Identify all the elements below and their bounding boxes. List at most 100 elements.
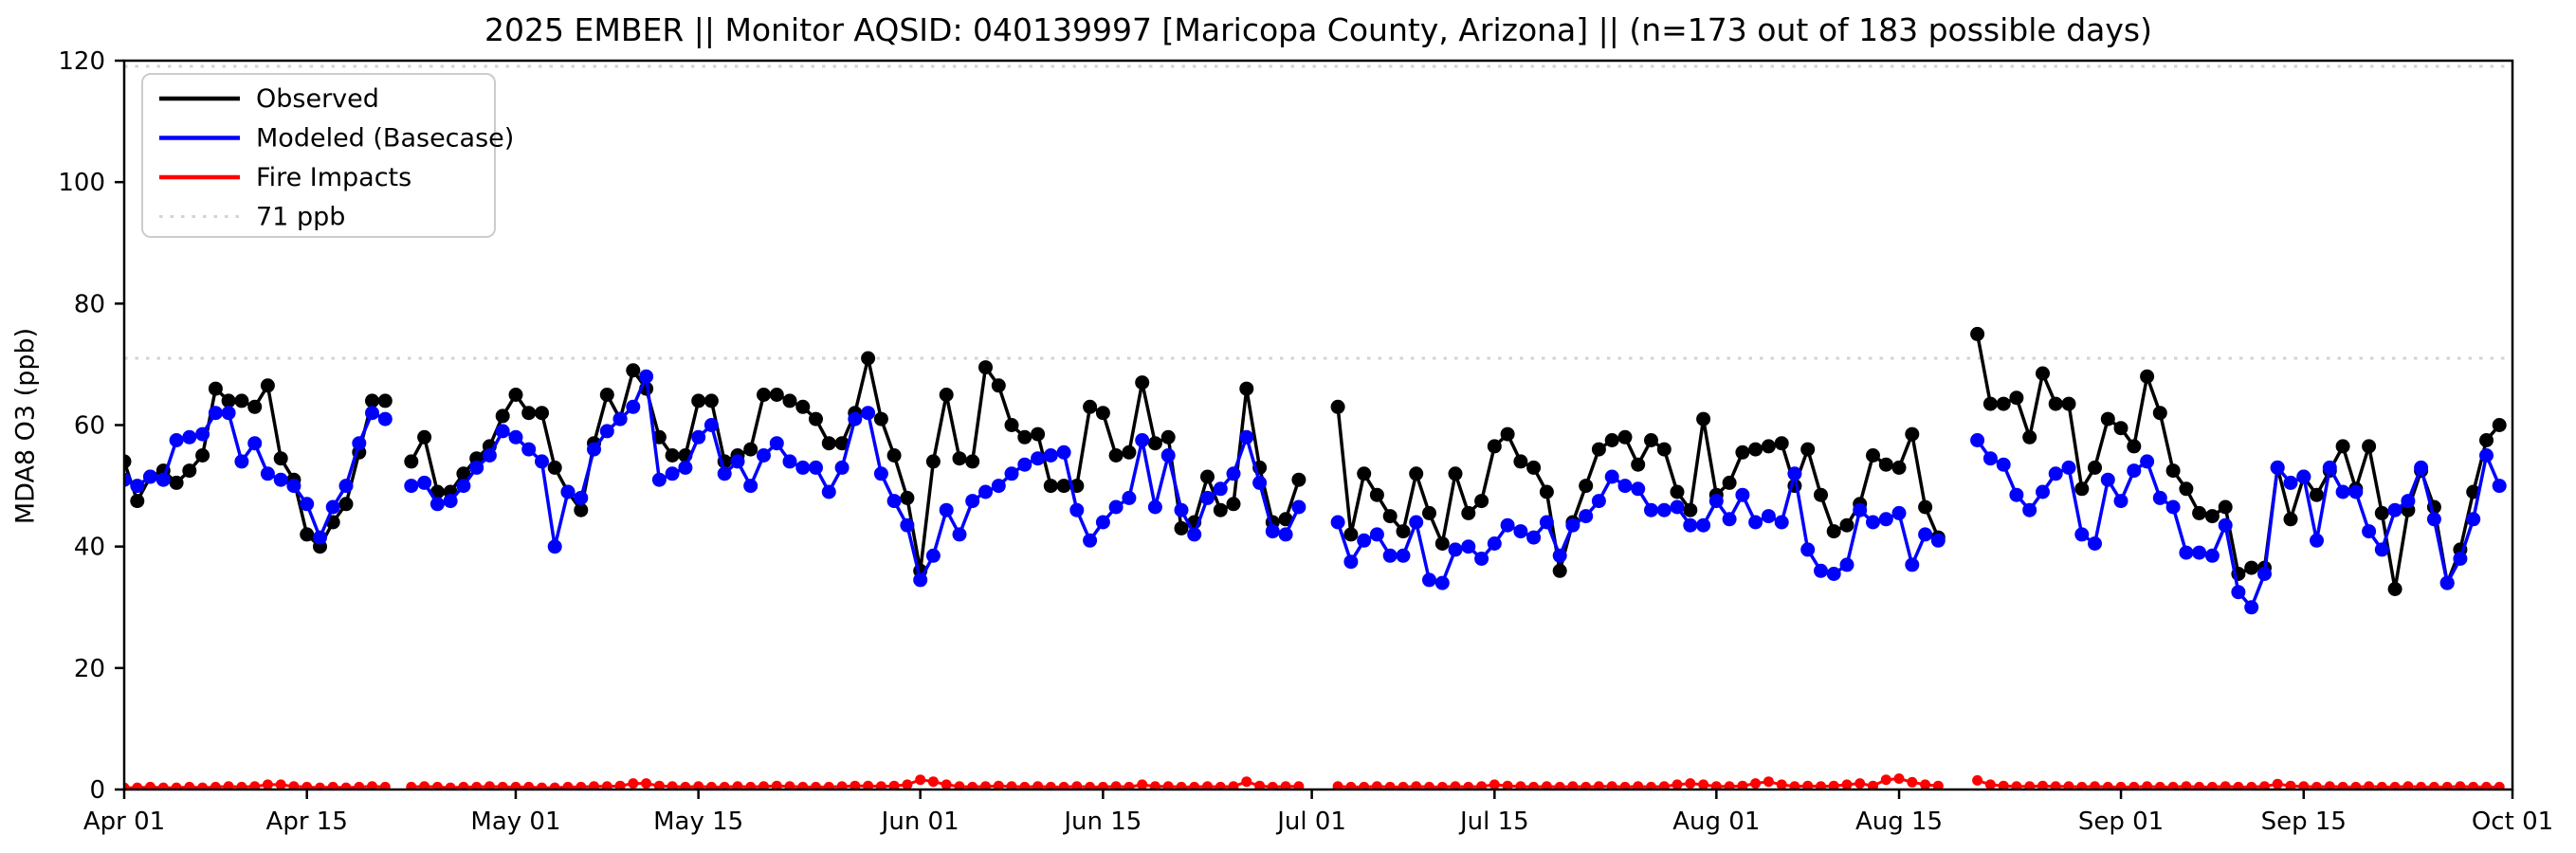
modeled-basecase--point (1853, 502, 1868, 517)
observed-point (2100, 411, 2115, 426)
fire-impacts-point (2481, 781, 2492, 790)
fire-impacts-point (1398, 781, 1409, 790)
modeled-basecase--point (782, 454, 797, 469)
modeled-basecase--point (2179, 545, 2194, 560)
fire-impacts-point (1085, 781, 1096, 790)
modeled-basecase--point (195, 426, 210, 442)
fire-impacts-point (758, 781, 769, 790)
observed-point (1539, 484, 1554, 499)
modeled-basecase--point (743, 479, 758, 494)
modeled-basecase--point (1095, 515, 1110, 530)
modeled-basecase--point (1839, 557, 1854, 572)
modeled-basecase--point (678, 460, 693, 475)
fire-impacts-point (1097, 781, 1108, 790)
modeled-basecase--point (1787, 466, 1802, 481)
modeled-basecase--point (547, 539, 562, 554)
fire-impacts-point (705, 781, 717, 790)
y-tick-label: 20 (74, 655, 105, 683)
fire-impacts-point (1658, 781, 1670, 790)
modeled-basecase--point (2348, 484, 2364, 499)
observed-point (2074, 481, 2090, 497)
modeled-basecase--point (1004, 466, 1019, 481)
modeled-basecase--point (1474, 552, 1489, 566)
observed-point (2140, 369, 2155, 384)
fire-impacts-point (2102, 781, 2113, 790)
observed-point (1487, 439, 1502, 454)
fire-impacts-point (2090, 781, 2100, 790)
fire-impacts-point (2050, 781, 2061, 790)
modeled-basecase--point (535, 454, 549, 469)
observed-point (965, 454, 980, 469)
fire-impacts-point (379, 781, 391, 790)
observed-point (1722, 475, 1737, 490)
observed-point (1382, 509, 1398, 524)
fire-impacts-point (2468, 781, 2479, 790)
fire-impacts-point (327, 781, 338, 790)
fire-impacts-point (340, 782, 352, 790)
observed-point (743, 442, 758, 457)
fire-impacts-point (2063, 781, 2074, 790)
modeled-basecase--point (2439, 575, 2455, 590)
fire-impacts-point (784, 781, 795, 790)
modeled-basecase--point (2088, 536, 2102, 551)
fire-impacts-point (354, 781, 365, 790)
modeled-basecase--point (691, 429, 706, 445)
fire-impacts-point (1149, 781, 1160, 790)
observed-point (273, 451, 288, 466)
fire-impacts-point (2167, 781, 2179, 790)
legend-label-observed: Observed (256, 84, 379, 114)
modeled-basecase--point (639, 369, 654, 384)
fire-impacts-point (1685, 778, 1696, 789)
observed-point (124, 454, 132, 469)
observed-point (1748, 442, 1763, 457)
observed-point (782, 393, 797, 408)
fire-impacts-point (1698, 779, 1709, 790)
fire-impacts-point (1880, 774, 1891, 786)
observed-point (1448, 466, 1463, 481)
x-tick-label: Jun 15 (1062, 808, 1142, 836)
modeled-basecase--point (2374, 542, 2389, 557)
fire-impacts-point (667, 781, 678, 790)
x-tick-label: May 01 (470, 808, 560, 836)
fire-impacts-point (653, 780, 665, 790)
fire-impacts-point (1789, 781, 1800, 790)
fire-impacts-point (1071, 781, 1083, 790)
observed-point (2479, 433, 2494, 447)
modeled-basecase--point (1122, 490, 1137, 505)
fire-impacts-point (1267, 781, 1278, 790)
modeled-basecase--point (221, 406, 236, 421)
fire-impacts-point (197, 782, 209, 790)
modeled-basecase--point (1826, 567, 1841, 581)
fire-impacts-point (2441, 781, 2453, 790)
modeled-basecase--point (404, 479, 419, 494)
fire-impacts-point (1633, 781, 1644, 790)
observed-point (2192, 505, 2207, 520)
fire-impacts-point (1554, 781, 1565, 790)
modeled-basecase--point (2387, 502, 2402, 517)
fire-impacts-point (1763, 776, 1774, 788)
observed-point (2152, 406, 2167, 421)
fire-impacts-point (145, 781, 155, 790)
fire-impacts-point (980, 781, 991, 790)
modeled-basecase--point (809, 460, 823, 475)
modeled-basecase--point (757, 448, 771, 463)
fire-impacts-point (2115, 781, 2127, 790)
observed-point (1409, 466, 1424, 481)
modeled-basecase--point (482, 448, 497, 463)
fire-impacts-point (1932, 780, 1944, 790)
fire-impacts-point (497, 781, 508, 790)
fire-impacts-point (2298, 781, 2310, 790)
modeled-basecase--point (1147, 499, 1162, 515)
modeled-basecase--point (795, 460, 811, 475)
modeled-basecase--point (1409, 515, 1424, 530)
modeled-basecase--point (834, 460, 850, 475)
fire-impacts-point (2142, 781, 2153, 790)
fire-impacts-point (2311, 781, 2322, 790)
fire-impacts-point (1984, 779, 1996, 790)
modeled-basecase--point (143, 469, 157, 484)
fire-impacts-point (1202, 781, 1213, 790)
modeled-basecase--point (599, 424, 614, 439)
modeled-basecase--point (1252, 475, 1268, 490)
observed-point (1200, 469, 1215, 484)
observed-point (1108, 448, 1124, 463)
